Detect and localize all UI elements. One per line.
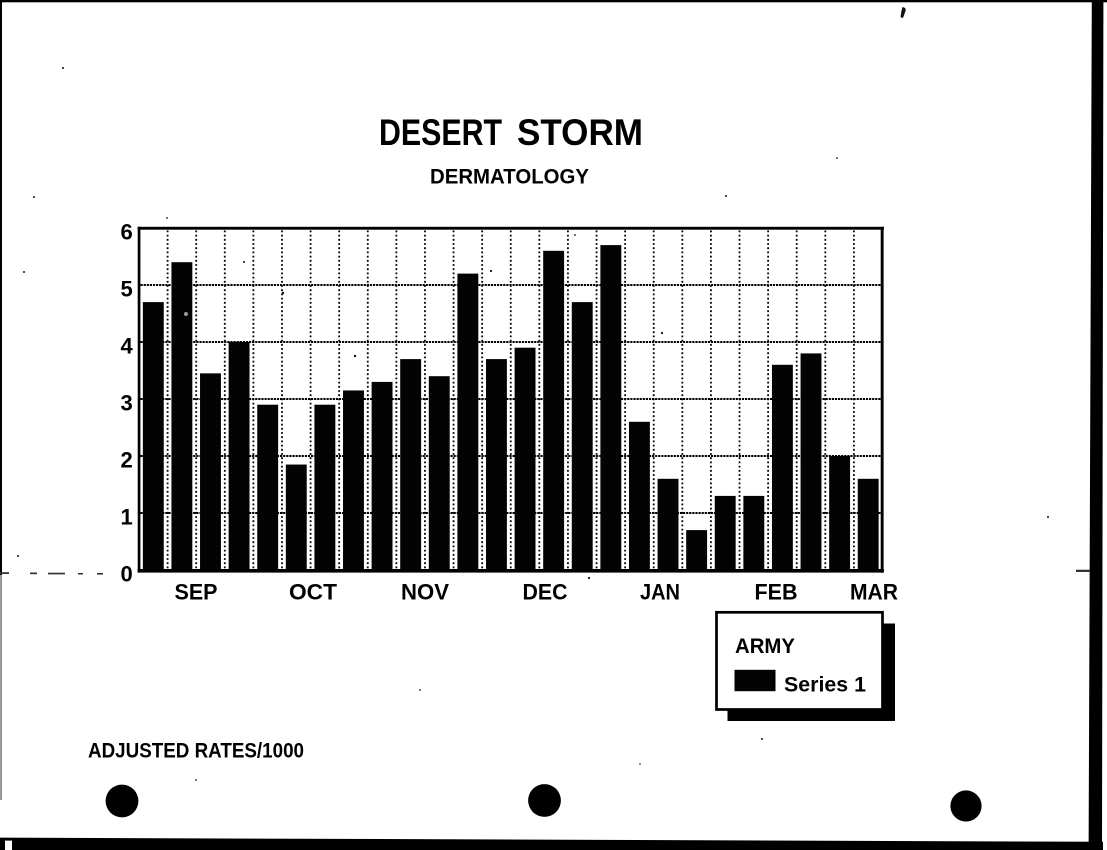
svg-text:STORM: STORM: [517, 111, 643, 153]
svg-text:2: 2: [121, 447, 133, 472]
svg-text:DESERT: DESERT: [379, 111, 502, 153]
svg-text:DEC: DEC: [523, 580, 568, 605]
svg-text:SEP: SEP: [175, 580, 218, 605]
svg-text:ADJUSTED RATES/1000: ADJUSTED RATES/1000: [88, 739, 304, 763]
svg-text:0: 0: [121, 561, 133, 586]
svg-text:1: 1: [121, 504, 133, 529]
svg-text:OCT: OCT: [289, 580, 338, 605]
svg-text:4: 4: [121, 333, 134, 358]
svg-text:FEB: FEB: [755, 580, 798, 605]
svg-text:5: 5: [121, 276, 133, 301]
svg-text:JAN: JAN: [640, 580, 680, 605]
svg-text:NOV: NOV: [401, 580, 449, 605]
svg-text:DERMATOLOGY: DERMATOLOGY: [430, 165, 589, 189]
svg-text:3: 3: [121, 390, 133, 415]
svg-text:MAR: MAR: [850, 580, 898, 605]
svg-text:6: 6: [121, 219, 133, 244]
svg-text:Series 1: Series 1: [784, 673, 866, 697]
svg-text:ARMY: ARMY: [735, 634, 795, 658]
